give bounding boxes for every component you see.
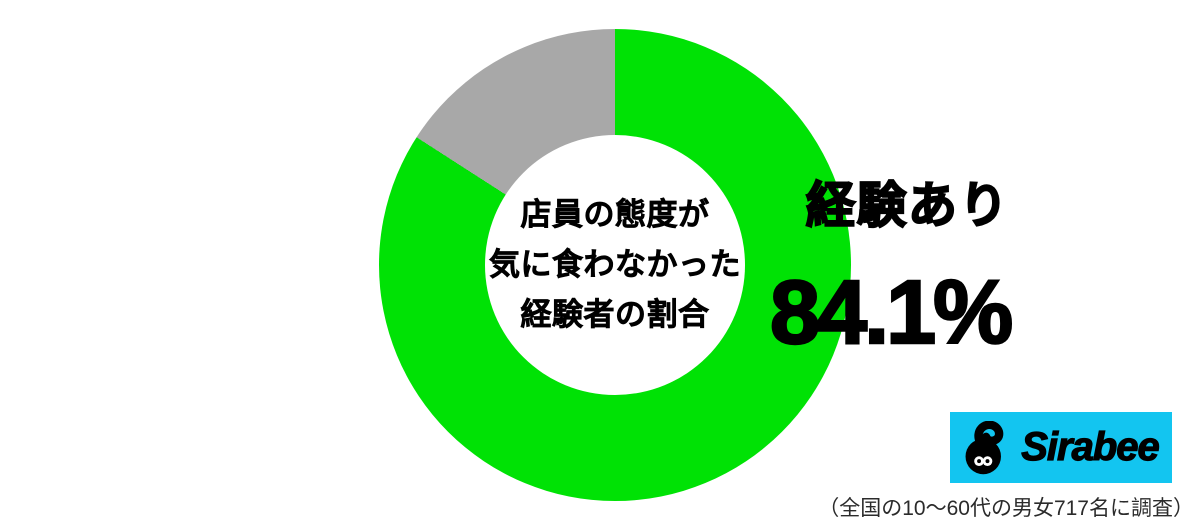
slice-value: 84.1% (769, 262, 1015, 365)
slice-label: 経験あり (805, 178, 1011, 234)
donut-chart: 店員の態度が 気に食わなかった 経験者の割合 (379, 29, 851, 501)
sirabee-logo-text: Sirabee (1021, 424, 1161, 469)
sirabee-mascot-icon (965, 420, 1004, 474)
chart-title-line1: 店員の態度が (520, 197, 710, 233)
chart-title: 店員の態度が 気に食わなかった 経験者の割合 (489, 190, 741, 340)
chart-title-line2: 気に食わなかった (489, 247, 741, 283)
chart-title-line3: 経験者の割合 (520, 297, 710, 333)
sirabee-logo: Sirabee (950, 412, 1172, 483)
survey-caption: （全国の10〜60代の男女717名に調査） (818, 497, 1194, 520)
donut-center: 店員の態度が 気に食わなかった 経験者の割合 (485, 135, 745, 395)
